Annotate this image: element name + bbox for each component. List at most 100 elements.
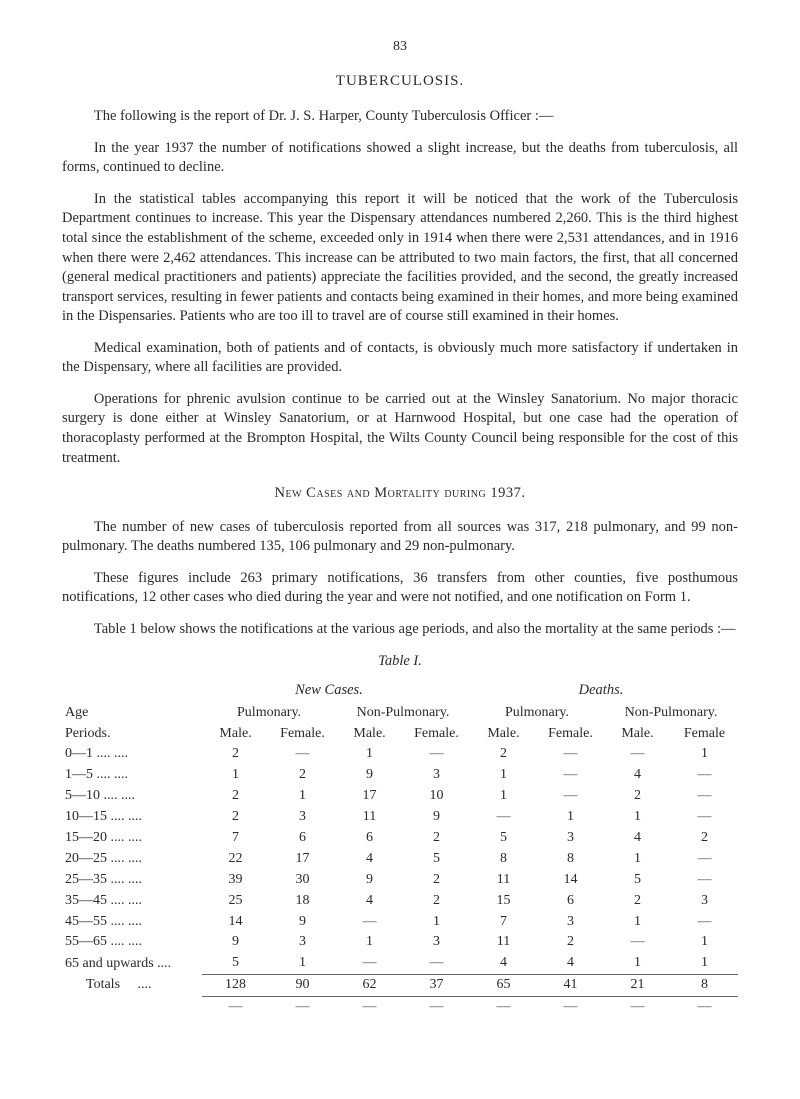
period-cell: 25—35 .... .... [62, 870, 202, 891]
table-cell: 17 [269, 849, 336, 870]
table-row: 1—5 .... ....12931—4— [62, 765, 738, 786]
table-caption: Table I. [62, 652, 738, 672]
table-cell: 22 [202, 849, 269, 870]
table-cell: — [604, 744, 671, 765]
table-cell: 1 [202, 765, 269, 786]
table-cell: 4 [604, 765, 671, 786]
table-cell: 7 [202, 828, 269, 849]
table-cell: 14 [537, 870, 604, 891]
period-cell: 65 and upwards .... [62, 953, 202, 974]
table-cell: 90 [269, 975, 336, 997]
page: 83 TUBERCULOSIS. The following is the re… [0, 0, 800, 1058]
table-cell: 1 [604, 912, 671, 933]
table-cell: — [537, 744, 604, 765]
table-cell: 1 [336, 932, 403, 953]
group-header-deaths: Deaths. [464, 681, 738, 701]
subgroup-1: Non-Pulmonary. [336, 703, 470, 724]
table-cell: 2 [671, 828, 738, 849]
table-cell: 1 [604, 849, 671, 870]
subgroup-0: Pulmonary. [202, 703, 336, 724]
period-cell: 5—10 .... .... [62, 786, 202, 807]
table-cell: — [537, 997, 604, 1018]
table-cell: 41 [537, 975, 604, 997]
table-cell: — [671, 912, 738, 933]
table-row-subgroups: Age Pulmonary. Non-Pulmonary. Pulmonary.… [62, 703, 738, 724]
table-cell: 2 [403, 828, 470, 849]
page-number: 83 [62, 38, 738, 57]
table-cell: 4 [604, 828, 671, 849]
table-cell: 6 [269, 828, 336, 849]
table-cell: 1 [470, 786, 537, 807]
table-cell: 37 [403, 975, 470, 997]
para-0: The following is the report of Dr. J. S.… [62, 107, 738, 127]
table-cell: 1 [671, 953, 738, 974]
table-cell: 3 [537, 912, 604, 933]
col-3: Female. [403, 724, 470, 745]
table-cell: 17 [336, 786, 403, 807]
table-cell: — [403, 744, 470, 765]
totals-label: Totals .... [62, 975, 202, 997]
table-row: 15—20 .... ....76625342 [62, 828, 738, 849]
table-cell: 11 [336, 807, 403, 828]
table-cell: 2 [470, 744, 537, 765]
para-3: Medical examination, both of patients an… [62, 339, 738, 378]
table-row-col-labels: Periods. Male. Female. Male. Female. Mal… [62, 724, 738, 745]
period-cell: 15—20 .... .... [62, 828, 202, 849]
table-cell: 8 [537, 849, 604, 870]
table-row: 20—25 .... ....221745881— [62, 849, 738, 870]
table-cell: 25 [202, 891, 269, 912]
table-cell: 2 [269, 765, 336, 786]
col-5: Female. [537, 724, 604, 745]
table-cell: 1 [470, 765, 537, 786]
table-cell: — [470, 807, 537, 828]
row-header-top: Age [62, 703, 202, 724]
table-row-trailing-dashes: ———————— [62, 997, 738, 1018]
table-row: 0—1 .... ....2—1—2——1 [62, 744, 738, 765]
document-title: TUBERCULOSIS. [62, 71, 738, 91]
group-header-new-cases: New Cases. [194, 681, 464, 701]
period-cell: 0—1 .... .... [62, 744, 202, 765]
table-cell: 1 [671, 744, 738, 765]
table-cell: 5 [604, 870, 671, 891]
period-cell: 35—45 .... .... [62, 891, 202, 912]
table-cell: 2 [403, 891, 470, 912]
table-row-totals: Totals ....1289062376541218 [62, 975, 738, 997]
col-4: Male. [470, 724, 537, 745]
period-cell: 55—65 .... .... [62, 932, 202, 953]
table-cell: — [269, 744, 336, 765]
table-cell: — [336, 997, 403, 1018]
table-cell: 9 [269, 912, 336, 933]
section-subhead: New Cases and Mortality during 1937. [62, 484, 738, 504]
table-cell: 1 [604, 953, 671, 974]
table-row: 10—15 .... ....23119—11— [62, 807, 738, 828]
table-row: 65 and upwards ....51——4411 [62, 953, 738, 974]
table-cell: 7 [470, 912, 537, 933]
table-cell: 2 [403, 870, 470, 891]
table-cell: 2 [604, 891, 671, 912]
table-cell: 2 [202, 744, 269, 765]
table-cell: 39 [202, 870, 269, 891]
table-row: 35—45 .... ....25184215623 [62, 891, 738, 912]
table-cell: 6 [336, 828, 403, 849]
table-cell: — [604, 997, 671, 1018]
period-cell: 1—5 .... .... [62, 765, 202, 786]
table-cell: — [470, 997, 537, 1018]
table-cell: 1 [604, 807, 671, 828]
table-cell: — [336, 953, 403, 974]
para-2: In the statistical tables accompanying t… [62, 190, 738, 327]
table-cell: 30 [269, 870, 336, 891]
para-4: Operations for phrenic avulsion continue… [62, 390, 738, 468]
table-cell: 4 [470, 953, 537, 974]
table-cell: 9 [202, 932, 269, 953]
table-cell: — [336, 912, 403, 933]
table-cell: — [403, 997, 470, 1018]
table-cell: 3 [269, 807, 336, 828]
table-cell: 5 [202, 953, 269, 974]
table-cell: 2 [537, 932, 604, 953]
col-0: Male. [202, 724, 269, 745]
table-cell: — [671, 997, 738, 1018]
para-7: These figures include 263 primary notifi… [62, 569, 738, 608]
table-cell: 65 [470, 975, 537, 997]
col-6: Male. [604, 724, 671, 745]
table-row: 25—35 .... ....39309211145— [62, 870, 738, 891]
